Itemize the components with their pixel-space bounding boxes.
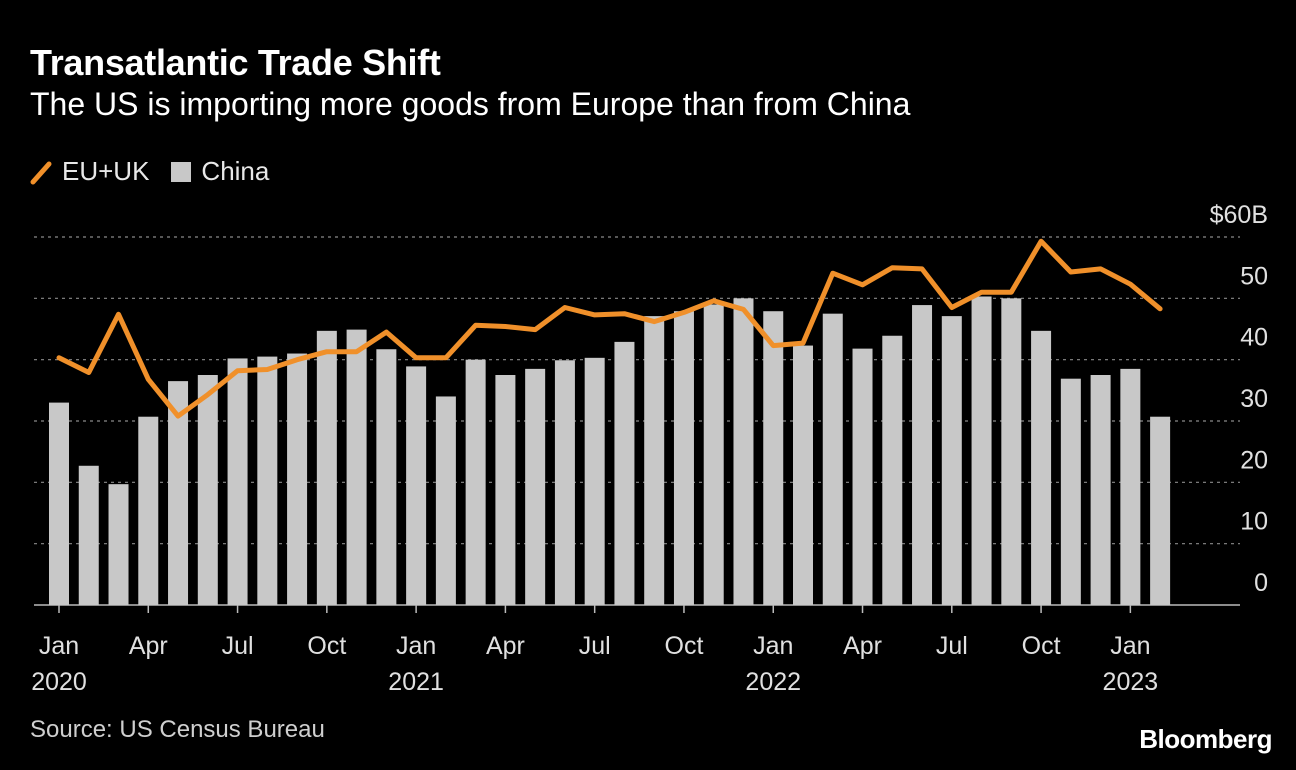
legend-square-icon bbox=[171, 161, 192, 182]
china-bar bbox=[108, 484, 129, 605]
china-bar bbox=[465, 359, 486, 605]
y-axis-ticks: 0 10 20 30 40 50 $60B bbox=[1210, 201, 1268, 597]
x-tick-month: Jul bbox=[579, 632, 611, 660]
x-tick-year: 2020 bbox=[31, 668, 87, 696]
china-bar bbox=[406, 366, 427, 605]
china-bar bbox=[673, 311, 694, 605]
y-tick-label: 30 bbox=[1240, 385, 1268, 413]
china-bar bbox=[584, 357, 605, 605]
x-tick-month: Oct bbox=[307, 632, 346, 660]
x-tick-month: Jan bbox=[39, 632, 79, 660]
eu-uk-line-layer bbox=[56, 238, 1163, 419]
y-tick-label: 50 bbox=[1240, 262, 1268, 290]
china-bar bbox=[852, 348, 873, 605]
y-tick-label: 40 bbox=[1240, 324, 1268, 352]
china-bar bbox=[227, 358, 248, 605]
legend-item-china: China bbox=[171, 156, 269, 187]
china-bar bbox=[1031, 330, 1052, 605]
china-bar bbox=[793, 345, 813, 605]
china-bar bbox=[941, 316, 962, 605]
legend-line-icon bbox=[30, 161, 52, 184]
china-bar bbox=[1120, 368, 1141, 605]
china-bar bbox=[1150, 416, 1171, 605]
source-note: Source: US Census Bureau bbox=[30, 716, 325, 743]
china-bar bbox=[435, 396, 456, 605]
x-tick-month: Oct bbox=[665, 632, 704, 660]
x-tick-month: Jul bbox=[936, 632, 968, 660]
china-bar bbox=[49, 402, 69, 605]
china-bar bbox=[138, 416, 159, 605]
china-bar bbox=[346, 329, 367, 605]
x-axis-ticks: Jan 2020 Apr Jul Oct Jan 2021 Apr Jul Oct Jan 2022 A… bbox=[31, 605, 1158, 696]
y-tick-label: $60B bbox=[1210, 201, 1268, 229]
china-bar bbox=[197, 375, 218, 605]
chart-title: Transatlantic Trade Shift bbox=[30, 42, 441, 83]
china-bar bbox=[644, 316, 665, 605]
china-bar bbox=[287, 353, 308, 605]
china-bars bbox=[49, 296, 1171, 605]
x-tick-month: Jan bbox=[396, 632, 436, 660]
chart-plot: 0 10 20 30 40 50 $60B Jan 2020 Apr Jul Oct Jan 2021 A… bbox=[31, 201, 1268, 696]
x-tick-month: Jan bbox=[1110, 632, 1150, 660]
china-bar bbox=[554, 360, 575, 605]
china-bar bbox=[614, 341, 635, 605]
china-bar bbox=[912, 305, 933, 605]
legend-label-china: China bbox=[201, 156, 270, 186]
china-bar bbox=[1090, 375, 1111, 605]
china-bar bbox=[525, 368, 546, 605]
x-tick-month: Jul bbox=[222, 632, 254, 660]
chart-subtitle: The US is importing more goods from Euro… bbox=[30, 86, 911, 122]
china-bar bbox=[763, 311, 784, 605]
legend-item-eu-uk: EU+UK bbox=[30, 156, 149, 187]
x-tick-year: 2022 bbox=[745, 668, 801, 696]
x-tick-month: Apr bbox=[486, 632, 525, 660]
china-bar bbox=[316, 330, 337, 605]
china-bar bbox=[882, 335, 903, 605]
china-bar bbox=[168, 381, 189, 605]
china-bar bbox=[1001, 298, 1022, 605]
china-bar bbox=[257, 356, 278, 605]
china-bar bbox=[1060, 378, 1081, 605]
y-tick-label: 20 bbox=[1240, 446, 1268, 474]
y-tick-label: 0 bbox=[1254, 569, 1268, 597]
x-tick-month: Apr bbox=[843, 632, 882, 660]
china-bar bbox=[495, 375, 516, 605]
china-bar bbox=[703, 304, 724, 605]
legend-label-eu-uk: EU+UK bbox=[62, 156, 150, 186]
x-tick-month: Apr bbox=[129, 632, 168, 660]
china-bar bbox=[376, 349, 397, 605]
y-tick-label: 10 bbox=[1240, 508, 1268, 536]
bloomberg-logo: Bloomberg bbox=[1139, 724, 1272, 754]
x-tick-month: Jan bbox=[753, 632, 793, 660]
legend: EU+UK China bbox=[30, 156, 291, 187]
eu-uk-line bbox=[56, 238, 1163, 419]
x-tick-year: 2021 bbox=[388, 668, 444, 696]
china-bar bbox=[733, 298, 754, 605]
x-tick-year: 2023 bbox=[1103, 668, 1159, 696]
china-bar bbox=[78, 465, 99, 605]
china-bar bbox=[971, 296, 992, 605]
x-tick-month: Oct bbox=[1022, 632, 1061, 660]
china-bar bbox=[822, 313, 843, 605]
